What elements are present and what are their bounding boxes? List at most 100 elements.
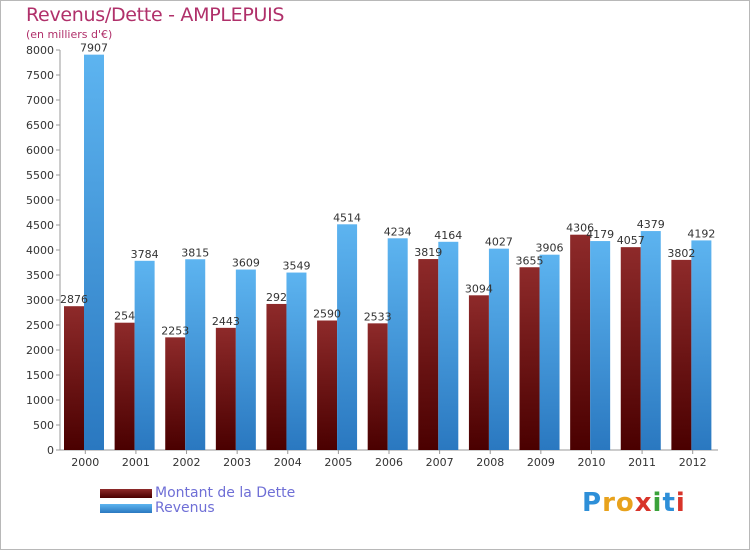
bar-revenus (488, 248, 509, 450)
data-label: 3655 (516, 254, 544, 267)
x-tick-label: 2007 (426, 456, 454, 469)
bar-dette (468, 295, 489, 450)
bar-revenus (640, 231, 661, 450)
bar-dette (367, 323, 388, 450)
bar-dette (418, 259, 439, 450)
x-tick-label: 2005 (324, 456, 352, 469)
y-tick-label: 6500 (26, 119, 54, 132)
data-label: 4027 (485, 236, 513, 249)
data-label: 7907 (80, 42, 108, 55)
x-tick-label: 2010 (577, 456, 605, 469)
data-label: 4514 (333, 211, 361, 224)
legend-label-debt: Montant de la Dette (155, 485, 296, 501)
data-label: 2876 (60, 293, 88, 306)
x-tick-label: 2001 (122, 456, 150, 469)
logo-letter: i (652, 488, 663, 518)
data-label: 4379 (637, 218, 665, 231)
x-tick-label: 2003 (223, 456, 251, 469)
data-label: 254 (114, 310, 135, 323)
bar-dette (165, 337, 186, 450)
data-label: 3819 (414, 246, 442, 259)
y-tick-label: 4000 (26, 244, 54, 257)
data-label: 3906 (536, 242, 564, 255)
y-tick-label: 0 (47, 444, 54, 457)
data-label: 4234 (384, 225, 412, 238)
y-tick-label: 1000 (26, 394, 54, 407)
data-label: 2443 (212, 315, 240, 328)
y-tick-label: 5500 (26, 169, 54, 182)
data-label: 4164 (434, 229, 462, 242)
y-tick-label: 6000 (26, 144, 54, 157)
bar-revenus (235, 269, 256, 450)
y-tick-label: 7000 (26, 94, 54, 107)
legend-swatch-revenus (100, 504, 152, 513)
y-tick-label: 3500 (26, 269, 54, 282)
data-label: 3802 (667, 247, 695, 260)
y-tick-label: 7500 (26, 69, 54, 82)
data-label: 3094 (465, 282, 493, 295)
bar-revenus (387, 238, 408, 450)
axes: 0 500 1000 1500 2000 2500 3000 3500 4000 4500 5000… (26, 44, 718, 469)
data-label: 2253 (161, 324, 189, 337)
chart-subtitle: (en milliers d'€) (26, 28, 113, 41)
bar-dette (519, 267, 540, 450)
bar-revenus (84, 54, 104, 451)
bars (64, 54, 712, 451)
data-label: 3609 (232, 257, 260, 270)
legend-label-revenus: Revenus (155, 500, 215, 516)
y-tick-label: 4500 (26, 219, 54, 232)
bar-revenus (691, 240, 712, 450)
y-tick-label: 2500 (26, 319, 54, 332)
data-labels: 2876 7907 254 3784 2253 3815 2443 3609 292 3549 25… (60, 42, 715, 338)
y-tick-label: 8000 (26, 44, 54, 57)
bar-revenus (286, 272, 307, 450)
bar-revenus (185, 259, 206, 450)
data-label: 2533 (364, 310, 392, 323)
bar-revenus (134, 260, 155, 450)
data-label: 3815 (181, 246, 209, 259)
logo-letter: i (675, 488, 686, 518)
data-label: 4179 (586, 228, 614, 241)
data-label: 2590 (313, 308, 341, 321)
bar-dette (64, 306, 84, 450)
data-label: 3549 (282, 260, 310, 273)
y-tick-label: 1500 (26, 369, 54, 382)
logo-letter: o (615, 488, 635, 518)
proxiti-logo: Proxiti (582, 488, 686, 518)
logo-letter: x (634, 488, 653, 518)
logo-letter: r (602, 488, 616, 518)
x-tick-label: 2008 (476, 456, 504, 469)
bar-dette (317, 320, 338, 450)
bar-dette (114, 322, 135, 450)
y-tick-label: 500 (33, 419, 54, 432)
y-tick-label: 5000 (26, 194, 54, 207)
logo-letter: P (582, 488, 603, 518)
data-label: 292 (266, 291, 287, 304)
bar-dette (215, 327, 236, 450)
y-tick-label: 2000 (26, 344, 54, 357)
x-tick-label: 2009 (527, 456, 555, 469)
bar-revenus (337, 224, 358, 450)
bar-dette (620, 247, 641, 450)
bar-dette (671, 259, 692, 450)
bar-revenus (590, 241, 611, 450)
x-tick-label: 2002 (173, 456, 201, 469)
x-tick-label: 2004 (274, 456, 302, 469)
data-label: 4057 (617, 234, 645, 247)
legend-swatch-debt (100, 489, 152, 498)
y-tick-label: 3000 (26, 294, 54, 307)
x-tick-label: 2000 (71, 456, 99, 469)
logo-letter: t (662, 488, 676, 518)
data-label: 4192 (687, 227, 715, 240)
bar-dette (570, 234, 591, 450)
x-tick-label: 2012 (679, 456, 707, 469)
x-tick-label: 2006 (375, 456, 403, 469)
bar-revenus (438, 241, 459, 450)
chart-title: Revenus/Dette - AMPLEPUIS (26, 4, 285, 26)
data-label: 3784 (131, 248, 159, 261)
data-label: 4306 (566, 222, 594, 235)
bar-revenus (539, 254, 560, 450)
bar-dette (266, 303, 287, 450)
x-tick-label: 2011 (628, 456, 656, 469)
